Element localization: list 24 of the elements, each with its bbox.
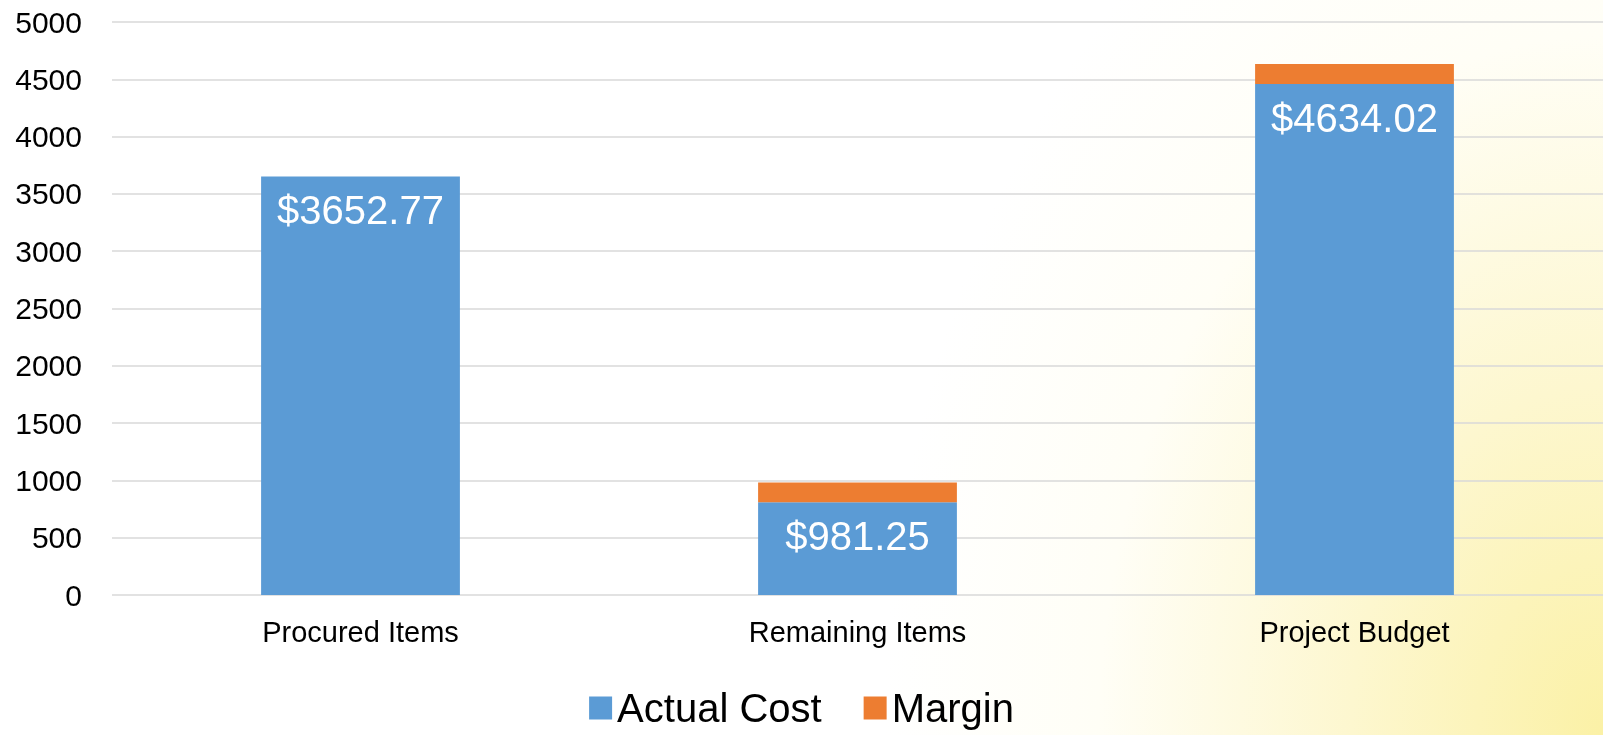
y-tick-label: 2500 <box>15 292 82 325</box>
x-tick-label: Remaining Items <box>748 615 967 648</box>
bar <box>758 482 957 503</box>
y-tick-label: 3500 <box>15 177 82 211</box>
y-tick-label: 2000 <box>15 349 82 383</box>
bar <box>758 502 957 595</box>
total-label: $3652.77 <box>277 188 444 233</box>
x-tick-label: Procured Items <box>262 615 459 648</box>
y-tick-label: 1500 <box>15 406 82 440</box>
x-tick-label: Project Budget <box>1259 615 1450 648</box>
bar <box>1255 63 1454 84</box>
total-label: $981.25 <box>785 514 930 559</box>
y-tick-label: 0 <box>65 578 82 612</box>
bar <box>261 176 460 595</box>
y-tick-label: 1000 <box>15 463 82 497</box>
y-tick-label: 500 <box>31 521 82 555</box>
y-tick-label: 3000 <box>15 234 82 268</box>
y-tick-label: 4000 <box>15 120 82 154</box>
legend-label: Margin <box>891 686 1014 730</box>
y-tick-label: 4500 <box>15 62 82 96</box>
y-tick-label: 5000 <box>15 5 82 39</box>
bar <box>1255 83 1454 595</box>
total-label: $4634.02 <box>1271 95 1438 140</box>
legend-label: Actual Cost <box>617 686 822 730</box>
